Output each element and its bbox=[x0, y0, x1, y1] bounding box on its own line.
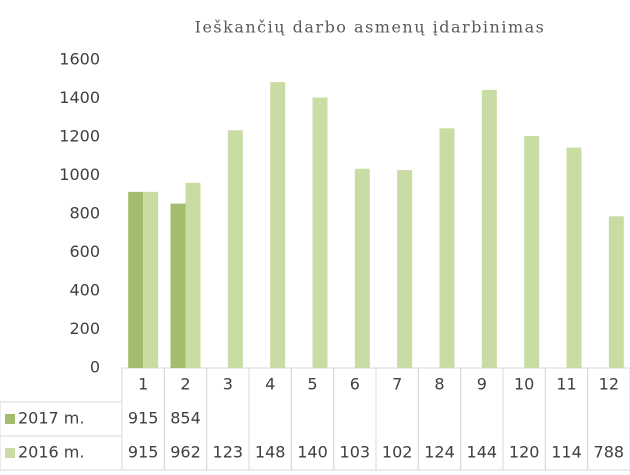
legend-label: 2017 m. bbox=[18, 409, 84, 428]
x-tick-label: 12 bbox=[599, 375, 619, 394]
y-tick-label: 0 bbox=[90, 358, 100, 377]
x-tick-label: 11 bbox=[556, 375, 576, 394]
data-label: 124 bbox=[424, 443, 455, 462]
table-cell bbox=[0, 435, 123, 471]
bar bbox=[270, 82, 286, 368]
data-label: 144 bbox=[467, 443, 498, 462]
y-tick-label: 1600 bbox=[59, 50, 100, 69]
x-tick-label: 7 bbox=[392, 375, 402, 394]
x-tick-label: 3 bbox=[223, 375, 233, 394]
x-tick-label: 6 bbox=[350, 375, 360, 394]
bar bbox=[170, 203, 186, 368]
y-tick-label: 400 bbox=[69, 281, 100, 300]
data-label: 102 bbox=[382, 443, 413, 462]
data-label: 788 bbox=[594, 443, 625, 462]
chart-title: Ieškančių darbo asmenų įdarbinimas bbox=[195, 18, 546, 37]
bar bbox=[312, 97, 328, 368]
data-label: 103 bbox=[340, 443, 371, 462]
bar bbox=[128, 191, 144, 368]
x-tick-label: 5 bbox=[307, 375, 317, 394]
bar bbox=[608, 216, 624, 368]
x-tick-label: 8 bbox=[434, 375, 444, 394]
data-label: 854 bbox=[170, 409, 201, 428]
y-tick-label: 800 bbox=[69, 204, 100, 223]
y-tick-label: 1000 bbox=[59, 165, 100, 184]
x-tick-label: 10 bbox=[514, 375, 534, 394]
bar bbox=[185, 182, 201, 368]
data-label: 114 bbox=[551, 443, 582, 462]
legend-label: 2016 m. bbox=[18, 443, 84, 462]
x-tick-label: 1 bbox=[138, 375, 148, 394]
x-tick-label: 4 bbox=[265, 375, 275, 394]
y-tick-label: 200 bbox=[69, 319, 100, 338]
y-tick-label: 1200 bbox=[59, 127, 100, 146]
bar bbox=[397, 170, 413, 368]
data-label: 123 bbox=[213, 443, 244, 462]
x-tick-label: 2 bbox=[180, 375, 190, 394]
data-label: 140 bbox=[297, 443, 328, 462]
data-label: 120 bbox=[509, 443, 540, 462]
y-tick-label: 600 bbox=[69, 242, 100, 261]
data-label: 962 bbox=[170, 443, 201, 462]
legend-key bbox=[5, 448, 15, 458]
data-label: 915 bbox=[128, 409, 159, 428]
bar bbox=[566, 147, 582, 368]
bar bbox=[143, 191, 159, 368]
bar bbox=[227, 130, 243, 368]
y-tick-label: 1400 bbox=[59, 88, 100, 107]
bar bbox=[481, 89, 497, 369]
bar bbox=[439, 128, 455, 368]
x-tick-label: 9 bbox=[477, 375, 487, 394]
legend-key bbox=[5, 414, 15, 424]
bar bbox=[524, 136, 540, 368]
data-label: 148 bbox=[255, 443, 286, 462]
data-label: 915 bbox=[128, 443, 159, 462]
bar bbox=[354, 168, 370, 368]
